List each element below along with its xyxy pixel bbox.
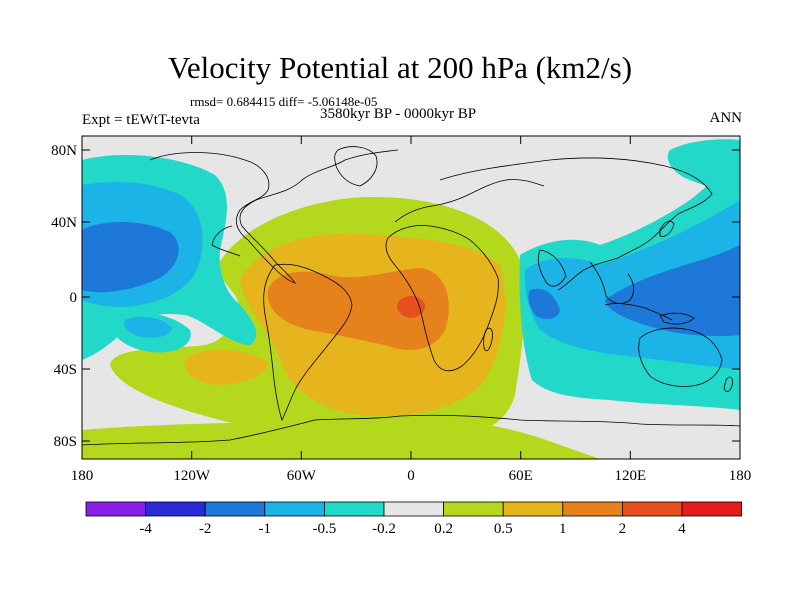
- colorbar-label: -2: [199, 521, 212, 537]
- coast-new-guinea: [659, 312, 695, 325]
- colorbar-label: 1: [559, 521, 567, 537]
- colorbar-swatch: [383, 501, 444, 517]
- colorbar-label: 2: [619, 521, 627, 537]
- coastlines: [82, 146, 740, 446]
- coast-madagascar: [483, 327, 493, 352]
- colorbar-labels: -4 -2 -1 -0.5 -0.2 0.2 0.5 1 2 4: [139, 521, 686, 537]
- colorbar-swatch: [264, 501, 325, 517]
- colorbar-swatch: [85, 501, 146, 517]
- colorbar-swatch: [145, 501, 206, 517]
- lat-label: 80N: [51, 143, 77, 159]
- field-pos-mid-pacific: [184, 349, 268, 385]
- colorbar-label: -1: [259, 521, 272, 537]
- coast-india: [538, 249, 567, 287]
- lon-label: 0: [407, 468, 415, 484]
- coast-europe: [394, 179, 545, 223]
- colorbar-swatch: [323, 501, 385, 517]
- coast-south-america: [263, 263, 353, 422]
- coast-japan: [659, 220, 675, 237]
- colorbar-swatch: [204, 501, 266, 517]
- field-pos-strong: [267, 268, 449, 350]
- colorbar-swatch: [681, 501, 742, 517]
- field-neg-strong-east: [528, 288, 560, 320]
- experiment-label: Expt = tEWtT-tevta: [82, 112, 200, 128]
- coast-north-america: [149, 149, 399, 284]
- field-pos-max: [397, 296, 426, 318]
- colorbar-label: 0.5: [494, 521, 513, 537]
- coast-gulf: [211, 225, 241, 257]
- lon-label: 120W: [173, 468, 211, 484]
- colorbar-label: -0.2: [372, 521, 396, 537]
- coast-asia: [439, 157, 713, 291]
- lat-label: 40N: [51, 215, 77, 231]
- coast-antarctica: [82, 414, 740, 446]
- contour-field: [82, 136, 740, 459]
- colorbar-label: -4: [139, 521, 152, 537]
- axis-ticks: [81, 136, 740, 459]
- lon-label: 120E: [614, 468, 646, 484]
- lon-label: 180: [729, 468, 752, 484]
- lat-labels: 80N 40N 0 40S 80S: [51, 143, 77, 450]
- coast-australia: [638, 327, 723, 387]
- rmsd-stats: rmsd= 0.684415 diff= -5.06148e-05: [190, 94, 378, 109]
- lat-label: 40S: [54, 362, 77, 378]
- lon-label: 180: [71, 468, 94, 484]
- colorbar-label: 0.2: [434, 521, 453, 537]
- coast-indonesia: [604, 303, 673, 321]
- field-neg-weak-arctic: [667, 139, 740, 195]
- lat-label: 80S: [54, 434, 77, 450]
- season-label: ANN: [709, 110, 743, 126]
- plot-title: Velocity Potential at 200 hPa (km2/s): [167, 50, 633, 85]
- colorbar-swatch: [562, 501, 623, 517]
- coast-nz: [723, 376, 733, 392]
- colorbar-swatch: [443, 501, 504, 517]
- lon-label: 60E: [509, 468, 533, 484]
- colorbar: [85, 501, 742, 517]
- coast-greenland: [334, 146, 378, 187]
- field-neg-mid-tail: [123, 316, 172, 338]
- coast-africa: [385, 225, 499, 372]
- field-neg-strong-pacific: [82, 222, 179, 293]
- colorbar-swatch: [502, 501, 564, 517]
- lon-labels: 180 120W 60W 0 60E 120E 180: [71, 468, 752, 484]
- lon-label: 60W: [287, 468, 317, 484]
- colorbar-swatch: [622, 501, 683, 517]
- field-neg-strong-wp: [605, 245, 740, 337]
- lat-label: 0: [70, 290, 78, 306]
- colorbar-label: -0.5: [313, 521, 337, 537]
- period-label: 3580kyr BP - 0000kyr BP: [320, 106, 477, 122]
- colorbar-label: 4: [678, 521, 686, 537]
